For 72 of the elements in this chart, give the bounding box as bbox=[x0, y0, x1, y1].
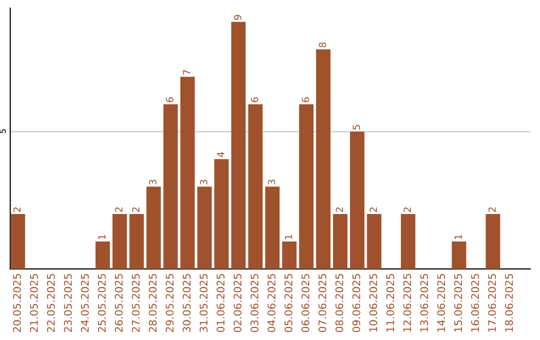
x-tick-label: 01.06.2025 bbox=[216, 274, 225, 332]
data-label: 2 bbox=[370, 207, 377, 212]
data-label: 1 bbox=[98, 234, 106, 240]
x-tick-label: 08.06.2025 bbox=[335, 274, 344, 332]
x-tick-label: 29.05.2025 bbox=[166, 274, 174, 332]
bar bbox=[129, 214, 144, 269]
bar bbox=[316, 49, 330, 269]
x-tick-label: 26.05.2025 bbox=[114, 274, 123, 332]
data-label: 6 bbox=[166, 97, 174, 102]
bar bbox=[112, 214, 127, 269]
x-tick-label: 09.06.2025 bbox=[352, 274, 360, 332]
data-label: 2 bbox=[132, 207, 140, 212]
x-tick-label: 28.05.2025 bbox=[148, 274, 157, 332]
x-tick-label: 14.06.2025 bbox=[437, 274, 446, 332]
data-label: 4 bbox=[217, 152, 224, 158]
data-label: 5 bbox=[352, 124, 360, 130]
x-tick-label: 17.06.2025 bbox=[488, 274, 496, 332]
x-tick-label: 18.06.2025 bbox=[505, 274, 513, 332]
x-tick-label: 07.06.2025 bbox=[318, 274, 326, 332]
x-tick-label: 11.06.2025 bbox=[386, 274, 394, 332]
bar bbox=[96, 241, 110, 269]
x-tick-label: 27.05.2025 bbox=[132, 274, 140, 332]
bar bbox=[248, 104, 263, 269]
x-tick-label: 12.06.2025 bbox=[403, 274, 412, 332]
x-tick-label: 04.06.2025 bbox=[268, 274, 276, 332]
x-tick-label: 02.06.2025 bbox=[234, 274, 242, 332]
x-tick-label: 10.06.2025 bbox=[369, 274, 378, 332]
bar bbox=[231, 22, 246, 269]
x-tick-label: 20.05.2025 bbox=[13, 274, 21, 332]
data-label: 1 bbox=[454, 234, 462, 240]
x-tick-label: 31.05.2025 bbox=[200, 274, 208, 332]
x-tick-label: 06.06.2025 bbox=[301, 274, 310, 332]
data-label: 3 bbox=[268, 180, 276, 184]
x-tick-label: 13.06.2025 bbox=[420, 274, 428, 332]
x-tick-label: 03.06.2025 bbox=[250, 274, 258, 332]
bar bbox=[146, 186, 161, 269]
data-label: 3 bbox=[200, 180, 208, 184]
x-tick-label: 24.05.2025 bbox=[80, 274, 89, 332]
x-tick-label: 30.05.2025 bbox=[182, 274, 191, 332]
bar bbox=[197, 186, 212, 269]
bar bbox=[282, 241, 297, 269]
bar bbox=[214, 159, 229, 269]
bar bbox=[400, 214, 416, 269]
data-label: 6 bbox=[250, 97, 258, 102]
x-tick-label: 05.06.2025 bbox=[284, 274, 292, 332]
bar bbox=[333, 214, 348, 269]
data-label: 2 bbox=[488, 207, 496, 212]
data-label: 1 bbox=[284, 234, 292, 240]
bar bbox=[366, 214, 382, 269]
data-label: 2 bbox=[336, 207, 343, 212]
data-label: 2 bbox=[404, 207, 411, 212]
x-tick-label: 25.05.2025 bbox=[98, 274, 106, 332]
data-label: 2 bbox=[115, 207, 122, 212]
data-label: 6 bbox=[302, 97, 310, 102]
bar bbox=[180, 76, 195, 269]
bar bbox=[163, 104, 178, 269]
bar bbox=[265, 186, 280, 269]
x-tick-label: 15.06.2025 bbox=[454, 274, 462, 332]
bar bbox=[350, 132, 364, 269]
data-label: 9 bbox=[234, 15, 242, 20]
bar bbox=[486, 214, 500, 269]
data-label: 7 bbox=[183, 70, 190, 75]
x-tick-label: 23.05.2025 bbox=[64, 274, 72, 332]
bar bbox=[10, 214, 26, 269]
data-label: 2 bbox=[13, 207, 21, 212]
x-tick-label: 22.05.2025 bbox=[46, 274, 55, 332]
x-tick-label: 21.05.2025 bbox=[30, 274, 38, 332]
bar bbox=[452, 241, 466, 269]
x-tick-label: 16.06.2025 bbox=[471, 274, 480, 332]
data-label: 8 bbox=[318, 42, 326, 48]
bar bbox=[299, 104, 314, 269]
data-label: 3 bbox=[149, 180, 156, 184]
